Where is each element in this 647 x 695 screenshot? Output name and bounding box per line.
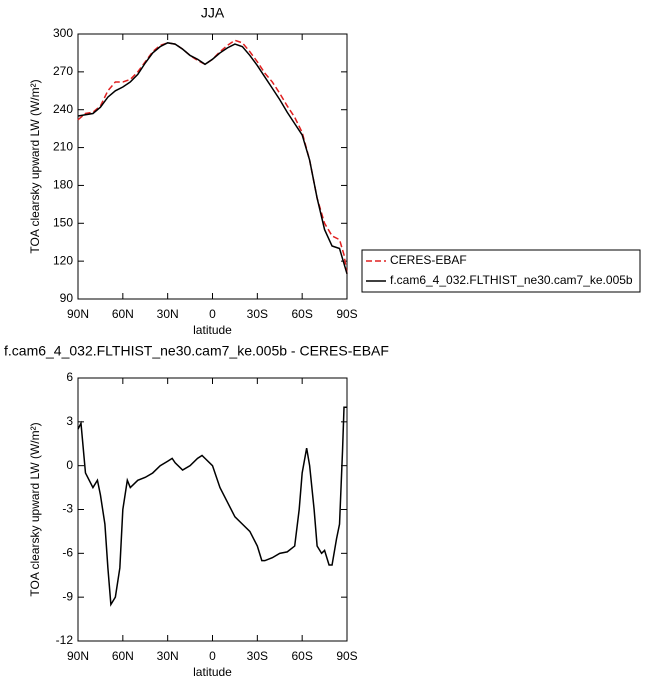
y-tick-label: 3 (66, 414, 73, 428)
x-axis-label: latitude (193, 323, 232, 337)
y-tick-label: 90 (60, 291, 74, 305)
x-tick-label: 60N (112, 307, 134, 321)
y-tick-label: 150 (53, 215, 73, 229)
x-tick-label: 30N (157, 649, 179, 663)
y-tick-label: 0 (66, 458, 73, 472)
x-tick-label: 0 (209, 649, 216, 663)
y-axis-label: TOA clearsky upward LW (W/m²) (28, 79, 42, 253)
data-line (77, 406, 347, 607)
plot-frame (77, 377, 348, 642)
x-tick-label: 60S (291, 307, 312, 321)
y-tick-label: -9 (62, 589, 73, 603)
x-tick-label: 90N (67, 307, 89, 321)
x-tick-label: 90S (336, 649, 357, 663)
y-tick-label: -3 (62, 502, 73, 516)
x-tick-label: 30N (157, 307, 179, 321)
legend-box (361, 249, 641, 293)
legend-label: f.cam6_4_032.FLTHIST_ne30.cam7_ke.005b (390, 273, 633, 287)
y-tick-label: 180 (53, 178, 73, 192)
y-tick-label: 210 (53, 140, 73, 154)
chart-title: f.cam6_4_032.FLTHIST_ne30.cam7_ke.005b -… (4, 343, 389, 359)
x-tick-label: 60S (291, 649, 312, 663)
y-axis-label: TOA clearsky upward LW (W/m²) (28, 422, 42, 596)
legend-label: CERES-EBAF (390, 253, 467, 267)
y-tick-label: 6 (66, 370, 73, 384)
y-tick-label: 120 (53, 253, 73, 267)
data-line (77, 42, 348, 274)
y-tick-label: -6 (62, 546, 73, 560)
chart-title: JJA (201, 5, 225, 21)
x-tick-label: 30S (247, 649, 268, 663)
x-axis-label: latitude (193, 665, 232, 679)
x-tick-label: 90N (67, 649, 89, 663)
x-tick-label: 90S (336, 307, 357, 321)
y-tick-label: 300 (53, 26, 73, 40)
x-tick-label: 0 (209, 307, 216, 321)
y-tick-label: 240 (53, 102, 73, 116)
x-tick-label: 30S (247, 307, 268, 321)
y-tick-label: -12 (56, 633, 74, 647)
data-line (77, 39, 348, 274)
plot-frame (77, 33, 348, 300)
x-tick-label: 60N (112, 649, 134, 663)
y-tick-label: 270 (53, 64, 73, 78)
